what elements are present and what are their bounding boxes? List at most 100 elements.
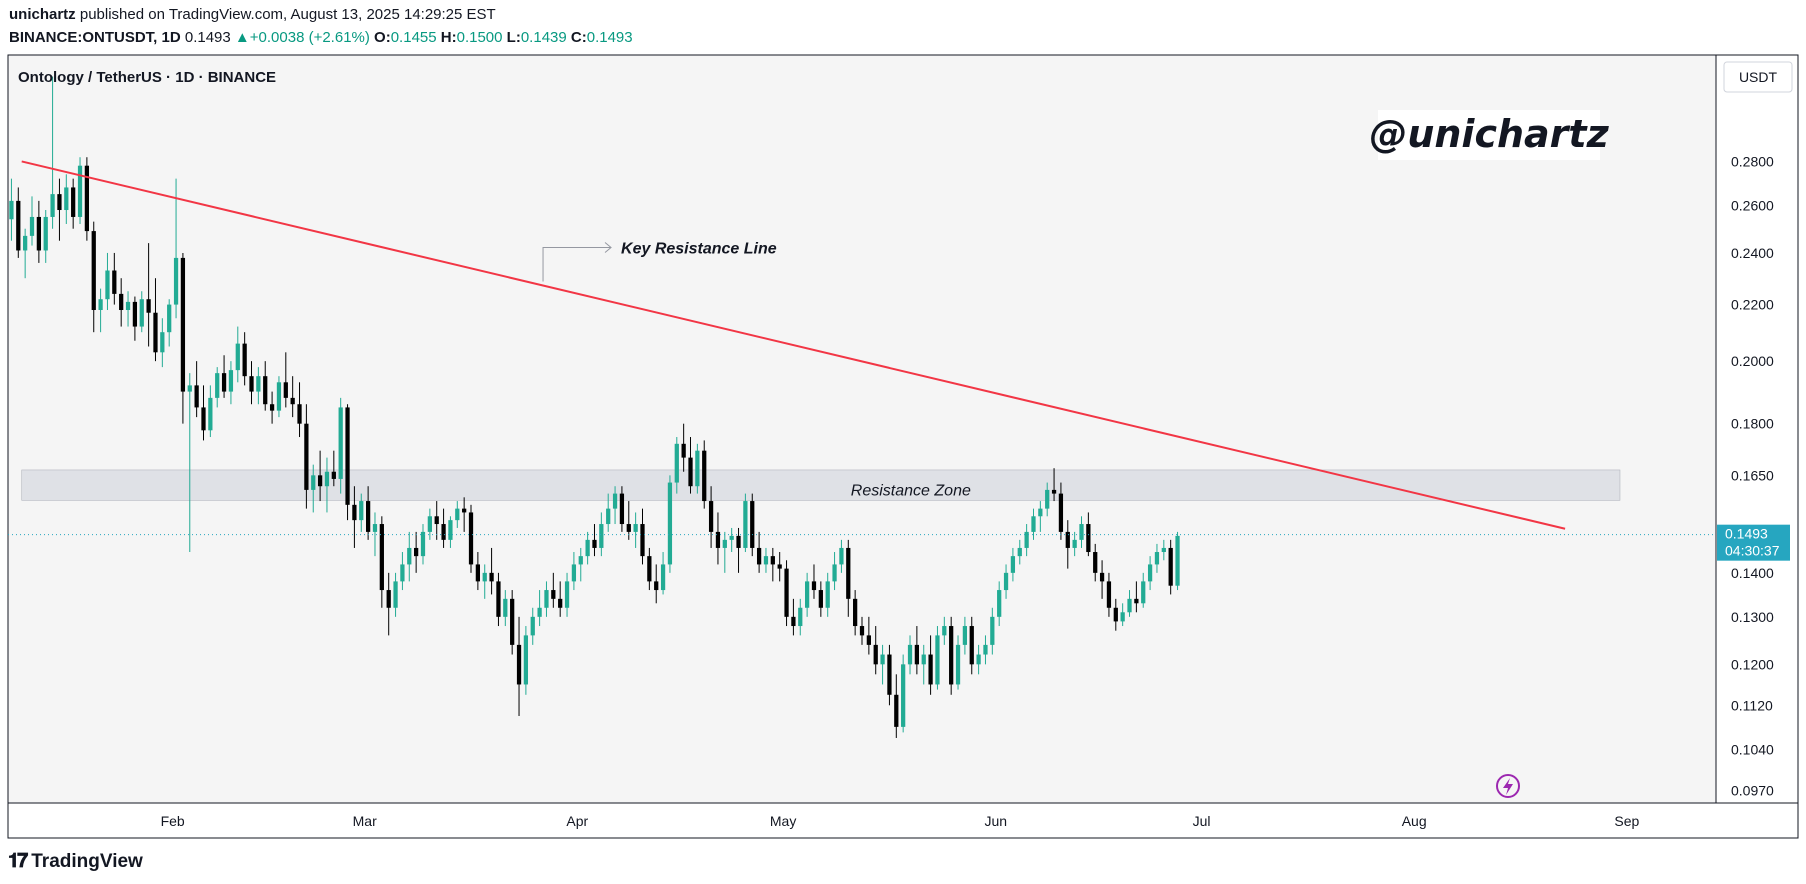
candle-body[interactable]: [71, 187, 76, 217]
candle-body[interactable]: [791, 616, 796, 627]
candle-body[interactable]: [818, 590, 823, 608]
candle-body[interactable]: [468, 512, 474, 565]
candle-body[interactable]: [16, 200, 21, 251]
candle-body[interactable]: [379, 524, 384, 591]
candle-body[interactable]: [914, 644, 920, 665]
candle-body[interactable]: [1093, 552, 1098, 573]
candle-body[interactable]: [654, 581, 659, 591]
candle-body[interactable]: [1113, 607, 1118, 622]
candle-body[interactable]: [688, 457, 693, 487]
candle-body[interactable]: [1086, 524, 1091, 553]
candle-body[interactable]: [194, 385, 199, 408]
candle-body[interactable]: [811, 581, 817, 591]
currency-button[interactable]: [1723, 61, 1793, 93]
candle-body[interactable]: [551, 590, 556, 599]
candle-body[interactable]: [873, 644, 878, 665]
candle-body[interactable]: [976, 654, 981, 665]
candle-body[interactable]: [84, 165, 90, 232]
candle-body[interactable]: [1127, 598, 1132, 613]
candle-body[interactable]: [949, 626, 954, 685]
candle-body[interactable]: [736, 535, 741, 548]
lightning-icon[interactable]: [1496, 774, 1520, 798]
candle-body[interactable]: [523, 635, 529, 685]
candle-body[interactable]: [1017, 547, 1022, 557]
candle-body[interactable]: [503, 598, 508, 617]
candle-body[interactable]: [269, 404, 275, 411]
candle-body[interactable]: [619, 493, 625, 525]
candle-body[interactable]: [359, 501, 364, 521]
candle-body[interactable]: [880, 654, 885, 665]
candle-body[interactable]: [1099, 572, 1105, 582]
candle-body[interactable]: [825, 581, 830, 608]
candles[interactable]: [9, 76, 1180, 738]
candle-body[interactable]: [743, 501, 748, 548]
candle-body[interactable]: [427, 516, 432, 532]
candle-body[interactable]: [708, 501, 714, 532]
candle-body[interactable]: [119, 293, 124, 311]
candle-body[interactable]: [798, 607, 803, 627]
candle-body[interactable]: [400, 564, 405, 582]
candle-body[interactable]: [770, 556, 775, 565]
candle-body[interactable]: [386, 590, 391, 608]
candle-body[interactable]: [544, 590, 549, 608]
candle-body[interactable]: [235, 343, 240, 371]
candle-body[interactable]: [537, 607, 542, 617]
candle-body[interactable]: [722, 539, 727, 548]
candle-body[interactable]: [1031, 516, 1036, 532]
candle-body[interactable]: [756, 547, 762, 565]
candle-body[interactable]: [317, 475, 323, 487]
candle-body[interactable]: [626, 524, 631, 532]
candle-body[interactable]: [414, 547, 419, 557]
candle-body[interactable]: [57, 194, 62, 211]
candle-body[interactable]: [962, 626, 968, 645]
candle-body[interactable]: [311, 475, 316, 490]
price-scale[interactable]: [1717, 55, 1798, 803]
candle-body[interactable]: [1003, 572, 1009, 591]
candle-body[interactable]: [393, 581, 398, 608]
candle-body[interactable]: [901, 664, 906, 727]
candle-body[interactable]: [804, 581, 810, 608]
candle-body[interactable]: [1072, 539, 1077, 548]
candle-body[interactable]: [1079, 524, 1084, 540]
candle-body[interactable]: [482, 572, 487, 582]
candle-body[interactable]: [420, 531, 426, 557]
candle-body[interactable]: [489, 572, 494, 582]
candle-body[interactable]: [942, 626, 947, 636]
candle-body[interactable]: [1058, 493, 1064, 532]
candle-body[interactable]: [91, 231, 96, 311]
candle-body[interactable]: [997, 590, 1002, 617]
candle-body[interactable]: [633, 524, 638, 532]
candle-body[interactable]: [1045, 489, 1050, 509]
candle-body[interactable]: [208, 397, 213, 431]
tradingview-logo[interactable]: 𝟏𝟕 TradingView: [8, 850, 143, 873]
candle-body[interactable]: [510, 598, 515, 645]
candle-body[interactable]: [462, 508, 467, 513]
candle-body[interactable]: [167, 304, 172, 333]
candle-body[interactable]: [201, 407, 206, 431]
candle-body[interactable]: [702, 450, 707, 502]
candle-body[interactable]: [132, 301, 138, 327]
candle-body[interactable]: [455, 508, 460, 521]
candle-body[interactable]: [105, 270, 110, 300]
candle-body[interactable]: [496, 581, 501, 617]
candle-body[interactable]: [516, 644, 522, 685]
candle-body[interactable]: [750, 501, 755, 548]
candle-body[interactable]: [859, 626, 865, 636]
candle-body[interactable]: [832, 564, 837, 582]
candle-body[interactable]: [215, 373, 220, 398]
candle-body[interactable]: [290, 397, 295, 405]
candle-body[interactable]: [324, 471, 330, 487]
candle-body[interactable]: [160, 332, 165, 353]
candle-body[interactable]: [1038, 508, 1043, 517]
candle-body[interactable]: [777, 564, 782, 569]
candle-body[interactable]: [283, 382, 288, 398]
candle-body[interactable]: [784, 568, 789, 617]
candle-body[interactable]: [853, 598, 858, 627]
candle-body[interactable]: [153, 312, 158, 353]
candle-body[interactable]: [592, 539, 597, 548]
author-name[interactable]: unichartz: [9, 6, 76, 23]
candle-body[interactable]: [1147, 564, 1153, 582]
candle-body[interactable]: [50, 194, 55, 217]
